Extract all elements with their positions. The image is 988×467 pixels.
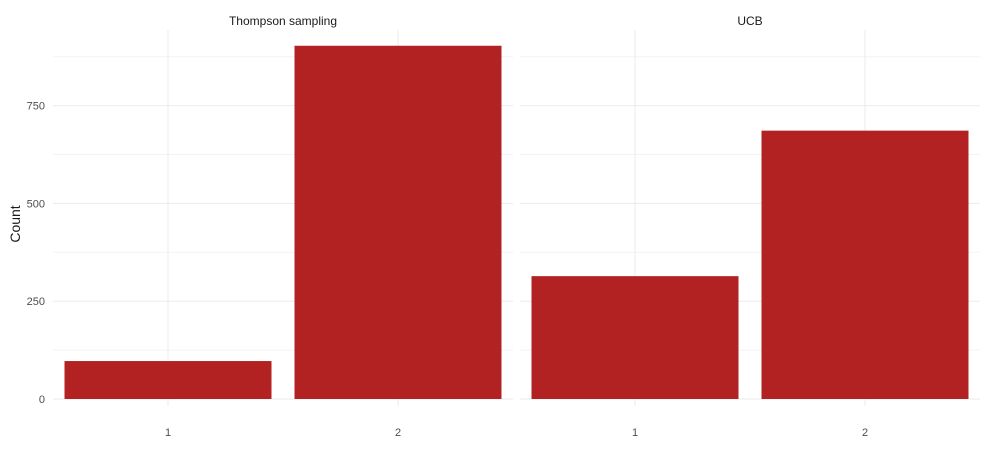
- y-tick-label-2: 500: [27, 198, 45, 210]
- x-tick-label-1-1: 2: [862, 427, 868, 439]
- bar-0-2: [294, 45, 502, 399]
- y-axis-title: Count: [7, 205, 23, 242]
- text-layer: Count Thompson sampling 1 2 UCB 1 2 0 250 500 750: [7, 14, 868, 439]
- facet-title-0: Thompson sampling: [229, 14, 337, 28]
- x-tick-label-0-1: 2: [395, 427, 401, 439]
- y-tick-label-0: 0: [39, 394, 45, 406]
- x-tick-label-0-0: 1: [165, 427, 171, 439]
- bar-1-1: [531, 276, 739, 399]
- y-tick-label-1: 250: [27, 296, 45, 308]
- bars-layer: [64, 45, 969, 399]
- x-tick-label-1-0: 1: [632, 427, 638, 439]
- y-tick-label-3: 750: [27, 101, 45, 113]
- bar-1-2: [761, 130, 969, 399]
- bar-0-1: [64, 361, 272, 399]
- facet-title-1: UCB: [737, 14, 762, 28]
